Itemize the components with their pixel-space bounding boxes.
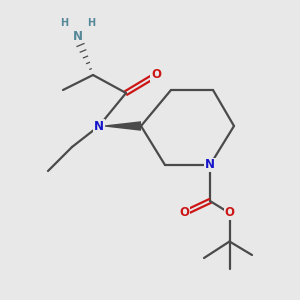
Text: N: N	[73, 29, 83, 43]
Text: O: O	[179, 206, 190, 220]
Polygon shape	[99, 121, 141, 131]
Text: N: N	[205, 158, 215, 172]
Text: H: H	[60, 18, 69, 28]
Text: N: N	[94, 119, 104, 133]
Text: O: O	[151, 68, 161, 82]
Text: H: H	[87, 18, 96, 28]
Text: O: O	[224, 206, 235, 220]
